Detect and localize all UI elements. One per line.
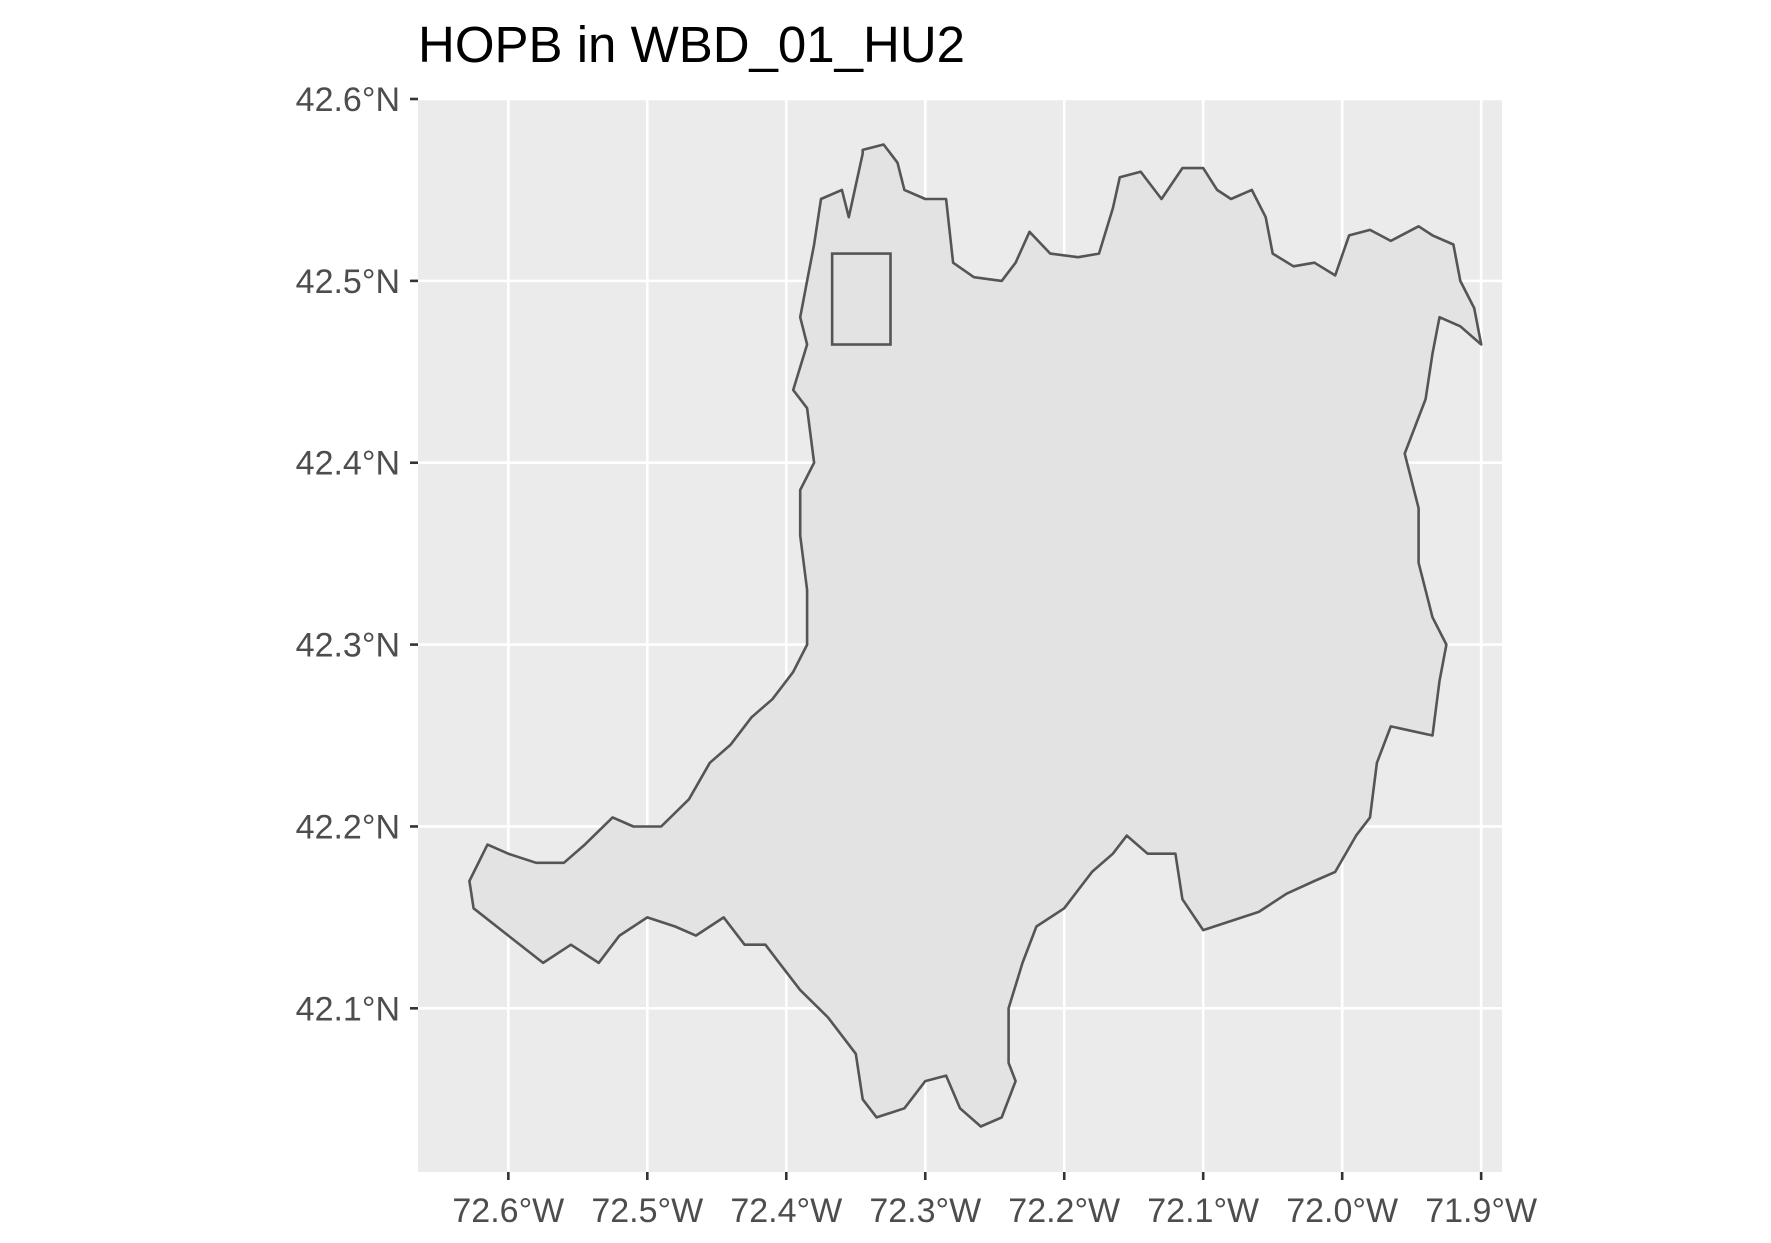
x-tick-label: 71.9°W (1425, 1192, 1537, 1230)
x-tick-label: 72.4°W (730, 1192, 842, 1230)
y-tick-label: 42.6°N (296, 81, 400, 119)
x-tick-label: 72.2°W (1008, 1192, 1120, 1230)
watershed-boundary (468, 143, 1483, 1128)
x-tick-label: 72.3°W (869, 1192, 981, 1230)
axis-ticks: 72.6°W 72.5°W 72.4°W 72.3°W 72.2°W 72.1°W 72.0… (296, 81, 1537, 1230)
plot-title: HOPB in WBD_01_HU2 (418, 16, 965, 73)
y-tick-label: 42.3°N (296, 627, 400, 665)
x-tick-label: 72.0°W (1286, 1192, 1398, 1230)
y-tick-label: 42.5°N (296, 263, 400, 301)
x-tick-label: 72.5°W (591, 1192, 703, 1230)
x-tick-label: 72.6°W (452, 1192, 564, 1230)
study-area-box (830, 252, 892, 346)
watershed-layer (468, 143, 1483, 1128)
y-tick-label: 42.4°N (296, 445, 400, 483)
y-tick-label: 42.1°N (296, 990, 400, 1028)
y-tick-label: 42.2°N (296, 808, 400, 846)
x-tick-label: 72.1°W (1147, 1192, 1259, 1230)
